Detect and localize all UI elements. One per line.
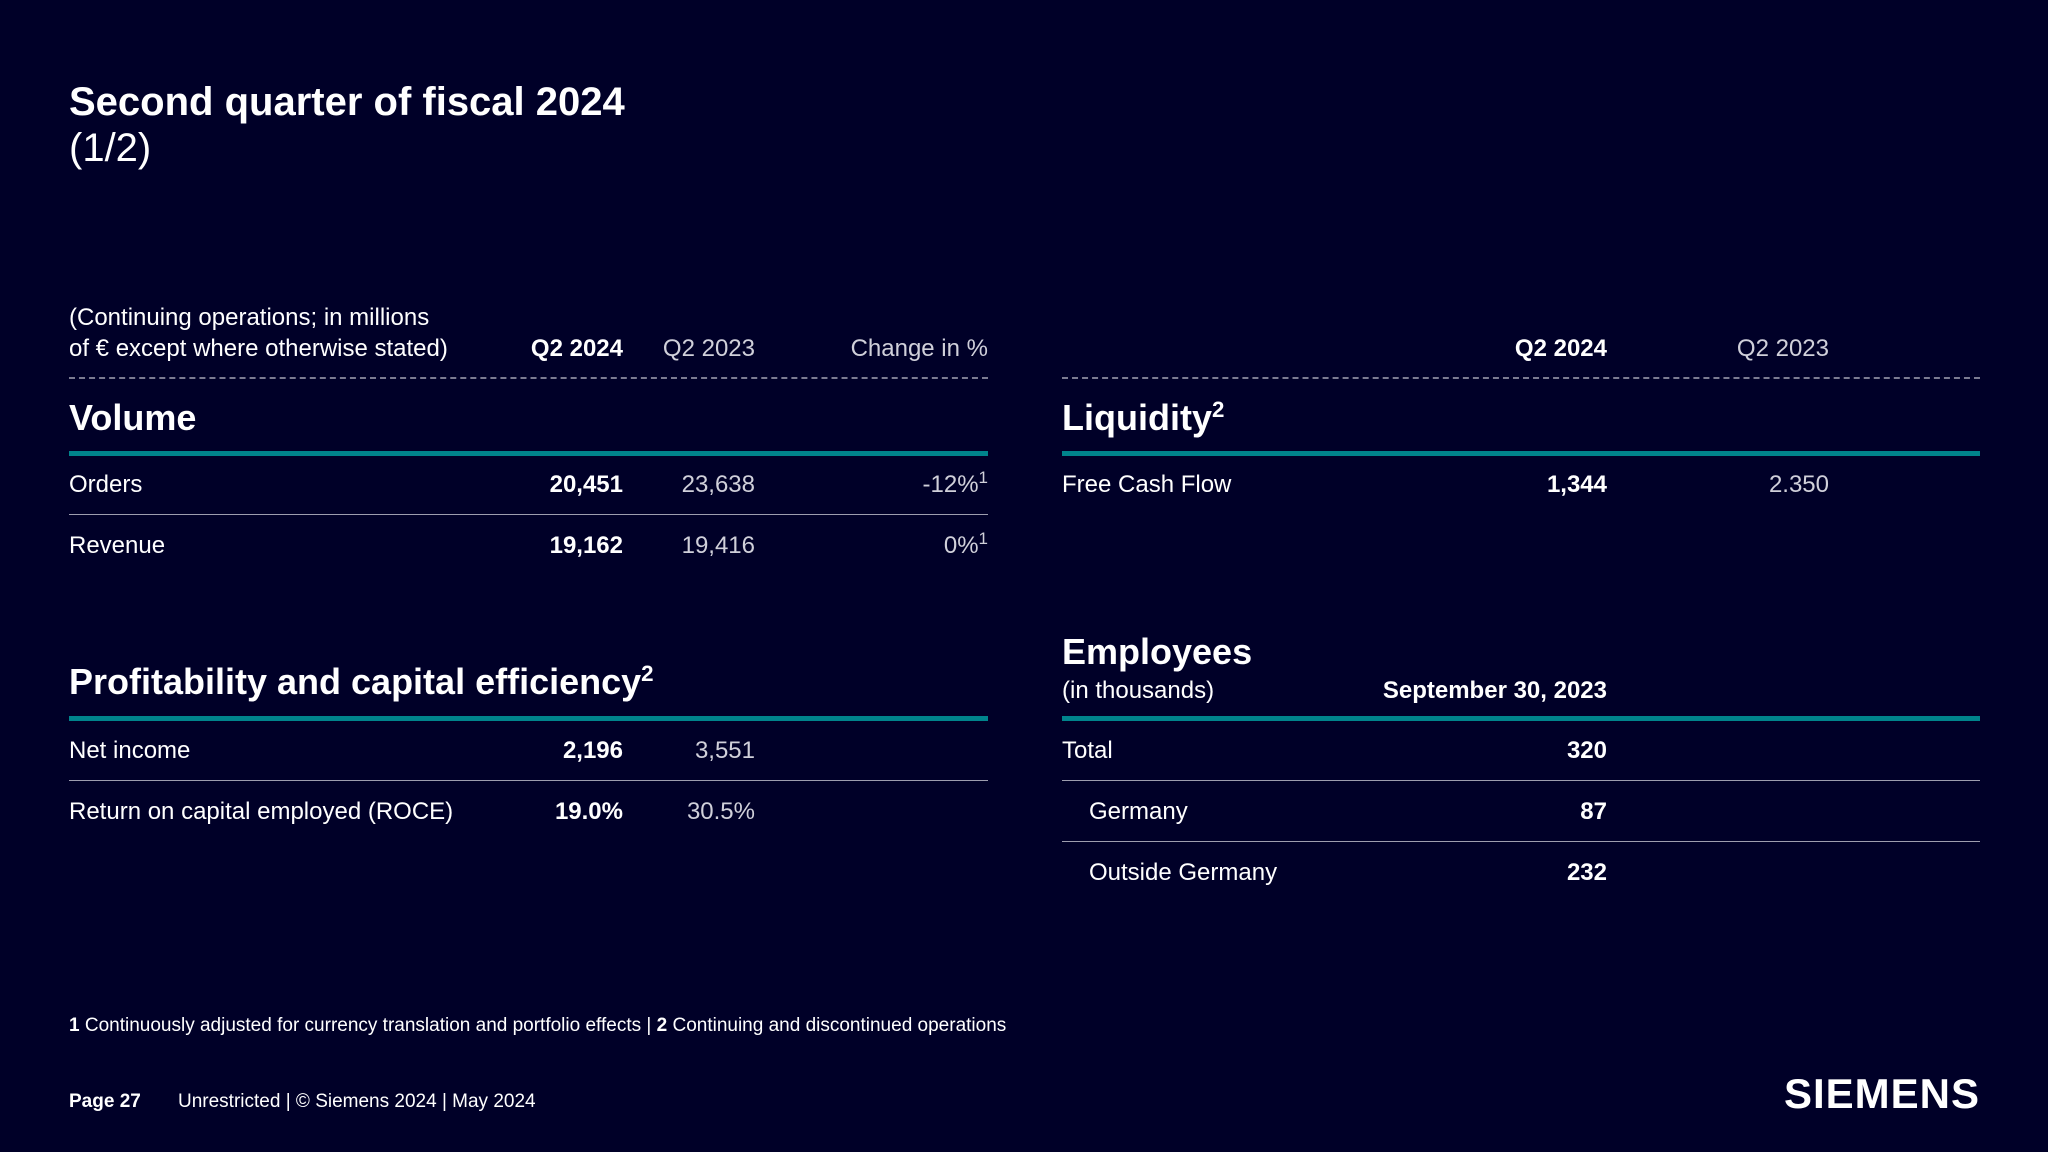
row-label-net-income: Net income (69, 737, 191, 764)
fcf-q2-2024: 1,344 (1546, 471, 1607, 498)
section-rule-profitability (69, 716, 988, 721)
employees-outside-germany: 232 (1566, 859, 1607, 886)
page-title: Second quarter of fiscal 2024 (69, 80, 625, 124)
employees-units: (in thousands) (1062, 677, 1215, 704)
row-label-roce: Return on capital employed (ROCE) (69, 798, 454, 825)
revenue-q2-2024: 19,162 (549, 532, 623, 559)
orders-q2-2023: 23,638 (681, 471, 755, 498)
roce-q2-2023: 30.5% (686, 798, 755, 825)
section-title-employees: Employees (1062, 631, 1253, 672)
orders-change: -12%1 (922, 468, 989, 498)
units-note-line2: of € except where otherwise stated) (69, 335, 448, 362)
col-header-sep-2023: September 30, 2023 (1382, 677, 1607, 704)
col-header-q2-2024: Q2 2024 (530, 335, 623, 362)
page-subtitle: (1/2) (69, 126, 152, 170)
section-title-profitability: Profitability and capital efficiency2 (69, 661, 654, 702)
roce-q2-2024: 19.0% (554, 798, 623, 825)
header-divider-left (69, 377, 988, 379)
section-title-volume: Volume (69, 397, 197, 438)
page-number: Page 27 (69, 1091, 141, 1112)
row-label-free-cash-flow: Free Cash Flow (1062, 471, 1232, 498)
footer-text: Unrestricted | © Siemens 2024 | May 2024 (178, 1091, 536, 1112)
net-income-q2-2024: 2,196 (562, 737, 623, 764)
row-label-germany: Germany (1089, 798, 1188, 825)
revenue-change: 0%1 (943, 529, 988, 559)
row-divider (1062, 780, 1980, 781)
footnotes: 1 Continuously adjusted for currency tra… (69, 1015, 1007, 1036)
revenue-q2-2023: 19,416 (681, 532, 755, 559)
row-divider (1062, 841, 1980, 842)
col-header-q2-2023: Q2 2023 (662, 335, 755, 362)
section-rule-liquidity (1062, 451, 1980, 456)
row-divider (69, 514, 988, 515)
siemens-logo: SIEMENS (1783, 1070, 1980, 1117)
fcf-q2-2023: 2.350 (1768, 471, 1829, 498)
section-title-liquidity: Liquidity2 (1062, 397, 1225, 438)
col-header-change: Change in % (850, 335, 988, 362)
orders-q2-2024: 20,451 (549, 471, 623, 498)
row-label-total: Total (1062, 737, 1113, 764)
section-rule-employees (1062, 716, 1980, 721)
col-header-q2-2024-right: Q2 2024 (1514, 335, 1607, 362)
employees-germany: 87 (1580, 798, 1607, 825)
units-note-line1: (Continuing operations; in millions (69, 304, 430, 331)
header-divider-right (1062, 377, 1980, 379)
row-divider (69, 780, 988, 781)
employees-total: 320 (1566, 737, 1607, 764)
section-rule-volume (69, 451, 988, 456)
col-header-q2-2023-right: Q2 2023 (1736, 335, 1829, 362)
row-label-orders: Orders (69, 471, 143, 498)
net-income-q2-2023: 3,551 (694, 737, 755, 764)
row-label-outside-germany: Outside Germany (1089, 859, 1278, 886)
row-label-revenue: Revenue (69, 532, 166, 559)
